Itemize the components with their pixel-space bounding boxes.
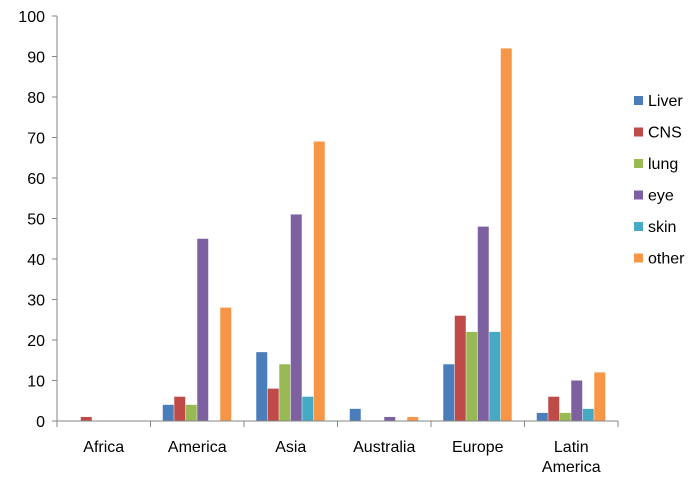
bar-eye-3: [384, 416, 396, 421]
plot-area: [80, 48, 606, 422]
legend-swatch-skin: [634, 222, 643, 231]
x-category-label: Australia: [353, 439, 415, 456]
x-category-label: America: [168, 439, 227, 456]
y-tick-label: 90: [27, 50, 45, 67]
legend-label-lung: lung: [648, 156, 678, 173]
bar-lung-4: [466, 331, 478, 421]
legend-swatch-lung: [634, 159, 643, 168]
bar-other-4: [500, 48, 512, 422]
bar-liver-3: [349, 408, 361, 421]
legend-label-other: other: [648, 251, 685, 268]
x-category-label: Africa: [83, 439, 124, 456]
legend: Liver CNS lung eye skin other: [634, 93, 685, 268]
y-tick-label: 30: [27, 293, 45, 310]
bar-eye-4: [477, 226, 489, 421]
bar-other-3: [407, 416, 419, 421]
bar-liver-4: [443, 364, 455, 421]
y-tick-label: 80: [27, 90, 45, 107]
bar-cns-1: [174, 396, 186, 421]
x-category-label: Latin America: [542, 439, 601, 476]
bar-lung-1: [185, 404, 197, 421]
bar-eye-5: [571, 380, 583, 421]
bar-cns-5: [548, 396, 560, 421]
bar-skin-5: [582, 408, 594, 421]
legend-label-liver: Liver: [648, 93, 683, 110]
bar-lung-5: [559, 412, 571, 421]
bar-skin-2: [302, 396, 314, 421]
bar-eye-2: [290, 214, 302, 421]
legend-swatch-liver: [634, 96, 643, 105]
bar-skin-4: [489, 331, 501, 421]
bar-other-2: [313, 141, 325, 422]
bar-eye-1: [197, 238, 209, 421]
legend-label-cns: CNS: [648, 125, 682, 142]
legend-label-skin: skin: [648, 219, 676, 236]
y-tick-label: 70: [27, 131, 45, 148]
y-tick-label: 60: [27, 171, 45, 188]
x-category-label: Asia: [275, 439, 306, 456]
y-tick-label: 50: [27, 212, 45, 229]
y-tick-label: 0: [36, 414, 45, 431]
legend-swatch-other: [634, 253, 643, 263]
bar-liver-1: [162, 404, 174, 421]
bar-cns-0: [80, 416, 92, 421]
bar-other-1: [220, 307, 232, 421]
y-tick-label: 20: [27, 333, 45, 350]
y-tick-label: 40: [27, 252, 45, 269]
x-category-label: Europe: [452, 439, 504, 456]
bar-other-5: [594, 372, 606, 421]
legend-label-eye: eye: [648, 188, 674, 205]
bar-liver-2: [256, 352, 268, 421]
bar-liver-5: [536, 412, 548, 421]
axes: 0 10 20 30 40 50 60 70 80 90 100 Africa America Asia A…: [18, 9, 619, 476]
legend-swatch-cns: [634, 127, 643, 137]
bar-cns-4: [454, 315, 466, 421]
y-tick-label: 10: [27, 374, 45, 391]
bar-cns-2: [267, 388, 279, 421]
y-tick-label: 100: [18, 9, 45, 26]
bar-lung-2: [279, 364, 291, 421]
legend-swatch-eye: [634, 190, 643, 200]
